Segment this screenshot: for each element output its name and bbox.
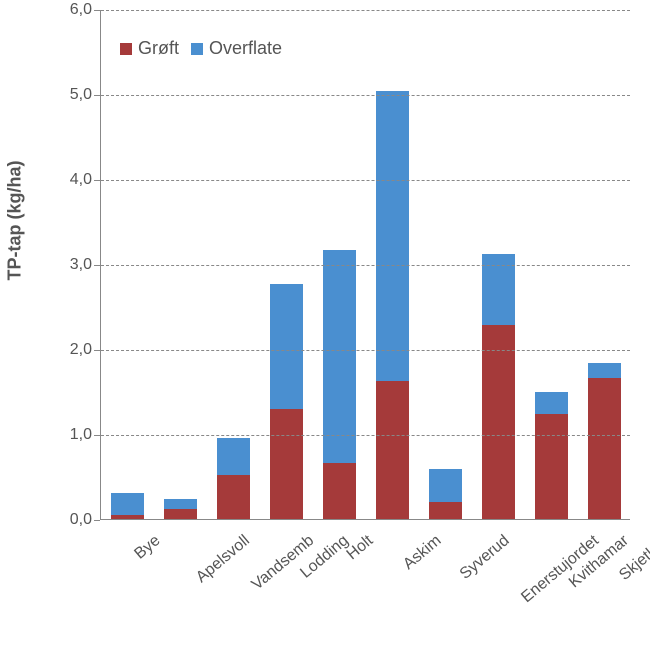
bar-segment-grøft (164, 509, 197, 519)
y-axis-label: TP-tap (kg/ha) (5, 251, 26, 281)
bar-segment-grøft (588, 378, 621, 519)
gridline (101, 10, 630, 11)
legend-label: Overflate (209, 38, 282, 59)
plot-area (100, 10, 630, 520)
gridline (101, 95, 630, 96)
tp-tap-chart: TP-tap (kg/ha) Grøft Overflate 0,0 1,0 2,0 3… (0, 0, 650, 648)
xtick-label: Syverud (456, 532, 513, 584)
ytick-mark (94, 350, 100, 351)
bar-segment-overflate (111, 493, 144, 515)
xtick-label: Apelsvoll (192, 532, 253, 587)
ytick-label: 1,0 (52, 426, 92, 444)
ytick-label: 3,0 (52, 256, 92, 274)
ytick-label: 4,0 (52, 171, 92, 189)
bar-segment-overflate (376, 91, 409, 382)
xtick-label: Holt (343, 532, 376, 564)
ytick-label: 6,0 (52, 1, 92, 19)
ytick-label: 2,0 (52, 341, 92, 359)
ytick-mark (94, 265, 100, 266)
gridline (101, 265, 630, 266)
bar-segment-overflate (429, 469, 462, 502)
xtick-label: Bye (131, 532, 164, 564)
bar-segment-overflate (535, 392, 568, 414)
ytick-mark (94, 520, 100, 521)
legend: Grøft Overflate (120, 38, 282, 59)
ytick-mark (94, 95, 100, 96)
bar-segment-overflate (217, 438, 250, 475)
gridline (101, 350, 630, 351)
bar-segment-grøft (323, 463, 356, 519)
legend-item: Overflate (191, 38, 282, 59)
ytick-mark (94, 435, 100, 436)
legend-swatch (191, 43, 203, 55)
gridline (101, 435, 630, 436)
bar-segment-overflate (588, 363, 621, 378)
bar-segment-grøft (376, 381, 409, 519)
bar-segment-overflate (164, 499, 197, 508)
bar-segment-overflate (270, 284, 303, 408)
gridline (101, 180, 630, 181)
bar-segment-grøft (270, 409, 303, 520)
ytick-mark (94, 10, 100, 11)
bar-segment-grøft (217, 475, 250, 519)
ytick-label: 0,0 (52, 511, 92, 529)
legend-item: Grøft (120, 38, 179, 59)
bar-segment-grøft (535, 414, 568, 519)
ytick-label: 5,0 (52, 86, 92, 104)
xtick-label: Askim (400, 532, 445, 574)
bar-segment-overflate (323, 250, 356, 463)
bar-segment-grøft (111, 515, 144, 519)
legend-swatch (120, 43, 132, 55)
bar-segment-grøft (429, 502, 462, 519)
legend-label: Grøft (138, 38, 179, 59)
ytick-mark (94, 180, 100, 181)
bar-segment-grøft (482, 325, 515, 519)
